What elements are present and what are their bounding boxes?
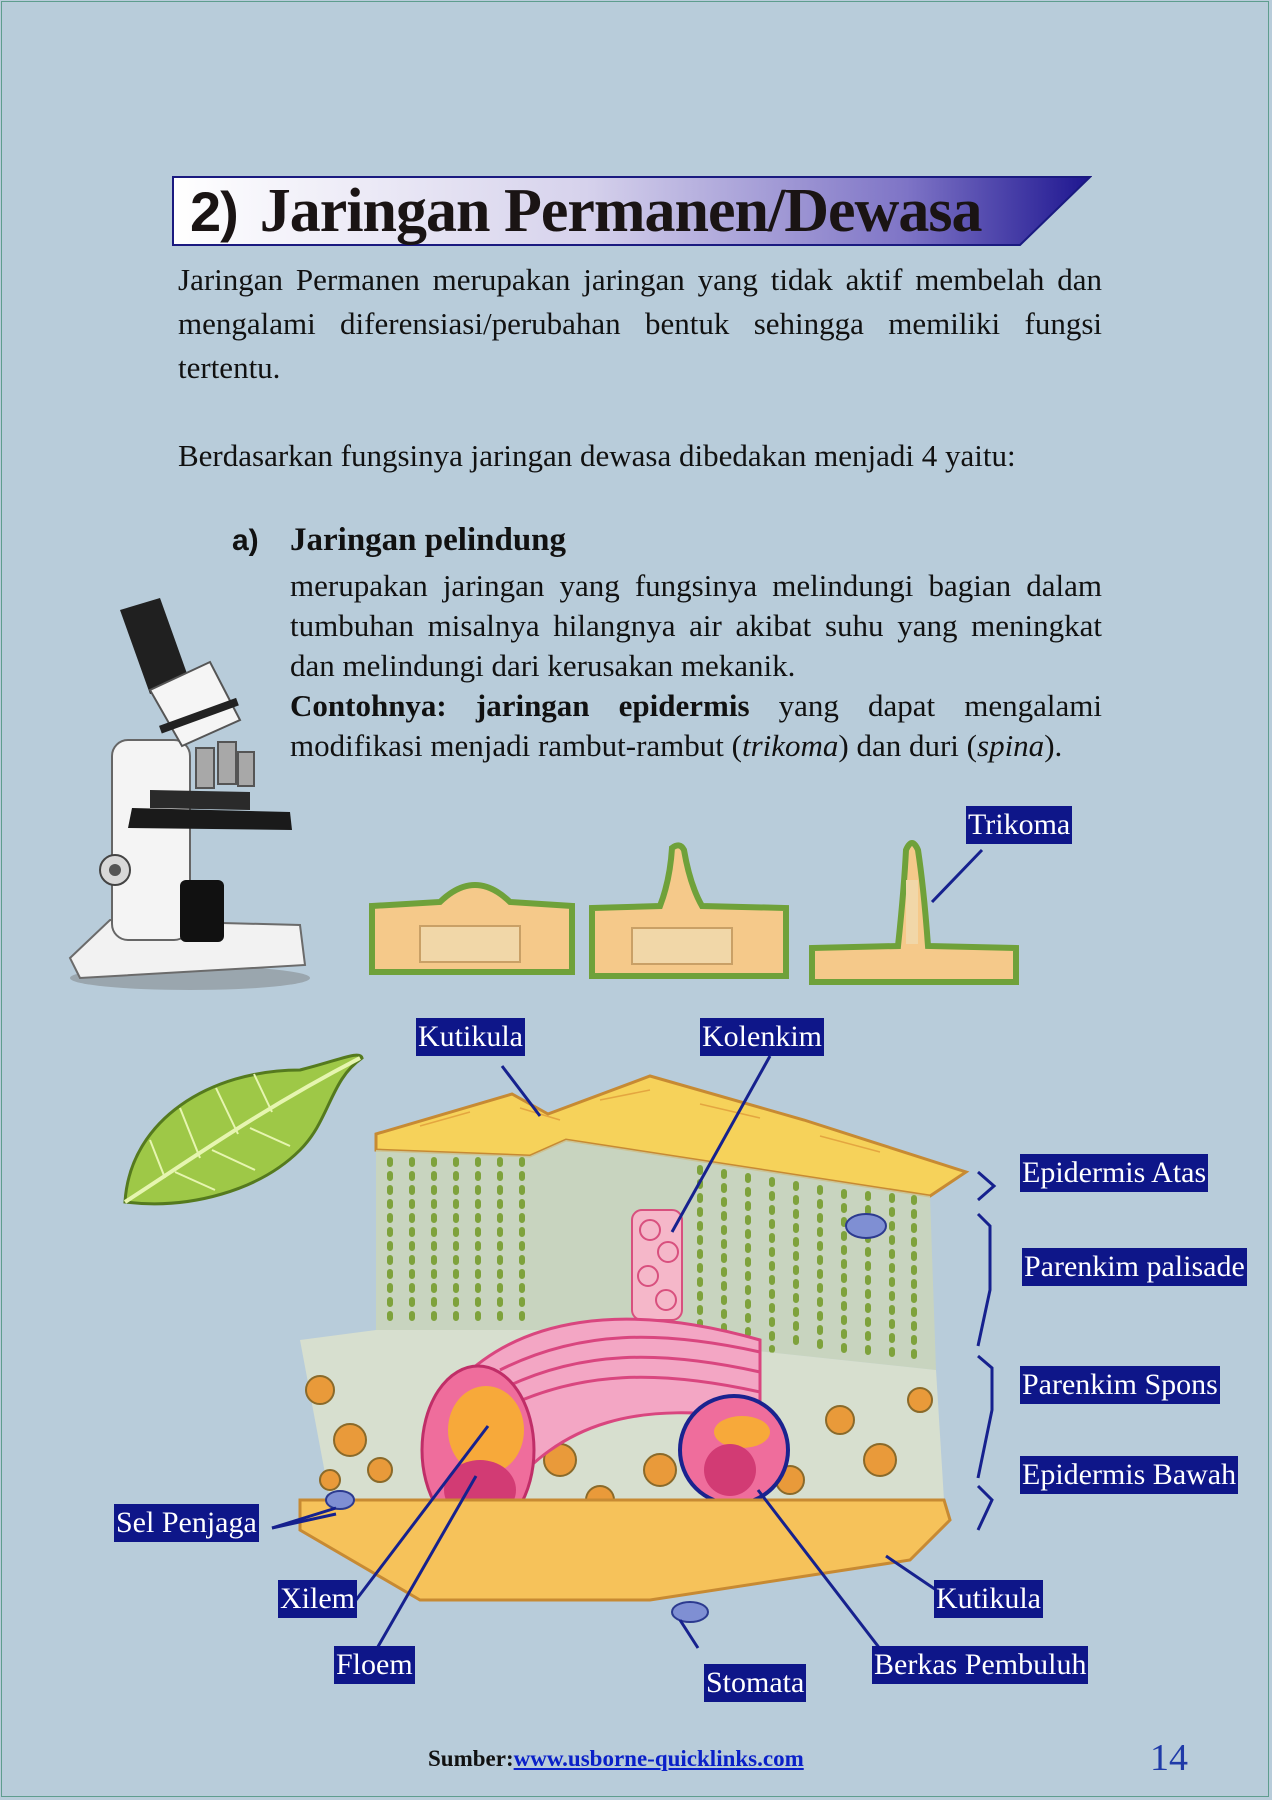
- page-number: 14: [1150, 1737, 1188, 1779]
- label-xilem: Xilem: [278, 1580, 357, 1618]
- leaf-illustration: [123, 1053, 364, 1206]
- section-a-letter: a): [232, 524, 259, 557]
- label-sel-penjaga: Sel Penjaga: [114, 1504, 259, 1542]
- label-floem: Floem: [334, 1646, 415, 1684]
- example-text-3: ).: [1044, 728, 1063, 763]
- trichome-development-illustration: [369, 840, 1019, 985]
- microscope-illustration: [68, 598, 310, 990]
- label-trikoma: Trikoma: [966, 806, 1073, 844]
- leader-lines: [271, 848, 997, 1665]
- title-banner-background: [172, 176, 1092, 246]
- title-number: 2): [190, 180, 239, 243]
- section-a-example: Contohnya: jaringan epidermis yang dapat…: [290, 686, 1102, 766]
- label-parenkim-spons: Parenkim Spons: [1020, 1366, 1220, 1404]
- label-epidermis-atas: Epidermis Atas: [1020, 1154, 1209, 1192]
- label-kutikula-top: Kutikula: [416, 1018, 525, 1056]
- section-a-title: Jaringan pelindung: [290, 522, 567, 558]
- source-link[interactable]: www.usborne-quicklinks.com: [513, 1746, 804, 1771]
- section-a-description: merupakan jaringan yang fungsinya melind…: [290, 568, 1102, 683]
- epidermis-section-1: [369, 882, 575, 975]
- section-a-heading: a) Jaringan pelindung: [232, 522, 566, 559]
- label-kolenkim: Kolenkim: [700, 1018, 824, 1056]
- label-parenkim-palisade: Parenkim palisade: [1022, 1248, 1247, 1286]
- label-epidermis-bawah: Epidermis Bawah: [1020, 1456, 1239, 1494]
- title-banner: 2) Jaringan Permanen/Dewasa: [172, 176, 1092, 246]
- example-italic-spina: spina: [977, 728, 1045, 763]
- source-label: Sumber:: [428, 1746, 514, 1771]
- example-italic-trikoma: trikoma: [741, 728, 839, 763]
- page-title: 2) Jaringan Permanen/Dewasa: [190, 176, 983, 246]
- label-berkas-pembuluh: Berkas Pembuluh: [872, 1646, 1089, 1684]
- label-kutikula-bottom: Kutikula: [934, 1580, 1043, 1618]
- example-label: Contohnya: jaringan epidermis: [290, 688, 750, 723]
- label-stomata: Stomata: [704, 1664, 807, 1702]
- intro-paragraph: Jaringan Permanen merupakan jaringan yan…: [178, 262, 1102, 385]
- example-text-2: ) dan duri (: [838, 728, 977, 763]
- epidermis-section-3: [809, 840, 1019, 985]
- epidermis-section-2: [589, 842, 789, 979]
- leaf-cross-section-diagram: [298, 1074, 970, 1623]
- title-text: Jaringan Permanen/Dewasa: [259, 177, 983, 245]
- example-text-1: yang dapat mengalami modifikasi menjadi …: [290, 688, 1102, 763]
- footer-source: Sumber:www.usborne-quicklinks.com: [428, 1746, 804, 1772]
- classification-paragraph: Berdasarkan fungsinya jaringan dewasa di…: [178, 438, 1016, 473]
